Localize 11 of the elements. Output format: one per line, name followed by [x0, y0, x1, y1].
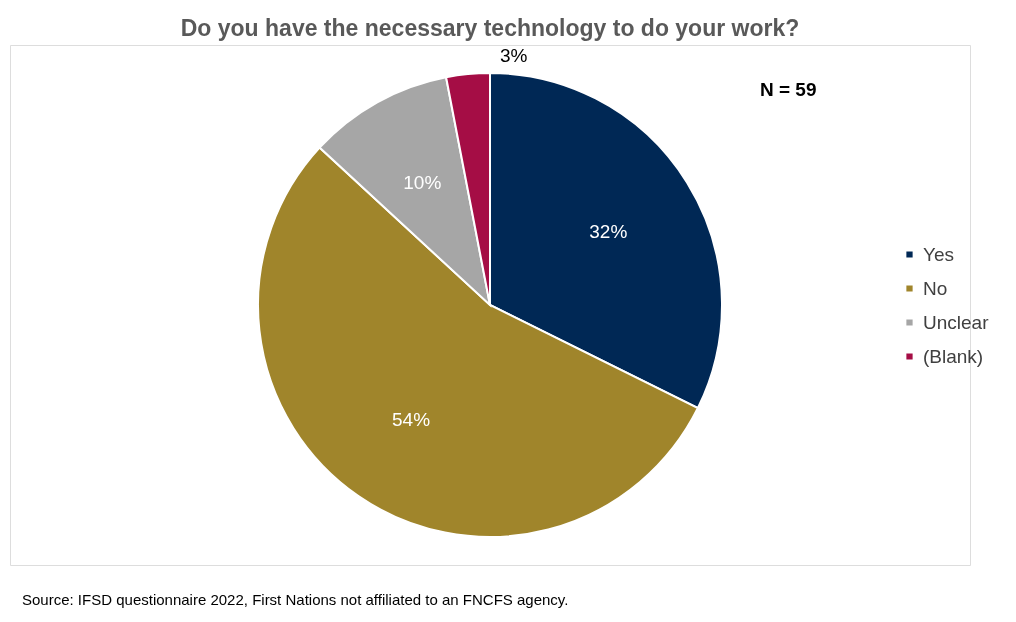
legend-label: No	[923, 277, 948, 299]
data-label: 32%	[589, 220, 628, 242]
text: N = 59	[760, 79, 817, 100]
legend-label: Yes	[923, 243, 954, 265]
data-label: 10%	[403, 172, 442, 194]
legend-label: Unclear	[923, 311, 990, 333]
data-label: 3%	[500, 45, 528, 67]
source-note: Source: IFSD questionnaire 2022, First Nations not affiliated to an FNCFS agency.	[22, 591, 569, 608]
chart-title: Do you have the necessary technology to do your work?	[180, 15, 800, 41]
legend-label: (Blank)	[923, 345, 984, 367]
data-label: 54%	[392, 408, 431, 430]
